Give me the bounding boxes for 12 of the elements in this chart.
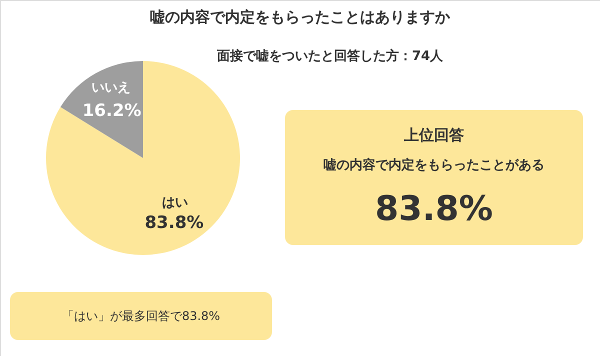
- text: 嘘の内容で内定をもらったことはありますか: [150, 8, 451, 26]
- slice-label: はい: [162, 196, 188, 211]
- text: 面接で嘘をついたと回答した方：74人: [216, 48, 444, 64]
- text: 83.8%: [375, 189, 493, 229]
- data-label: 16.2%: [82, 101, 142, 122]
- text: 「はい」が最多回答で83.8%: [62, 309, 220, 323]
- slice-label: いいえ: [91, 80, 130, 96]
- data-label: 83.8%: [144, 212, 204, 233]
- pie-slice: [60, 61, 143, 158]
- text: 嘘の内容で内定をもらったことがある: [324, 157, 544, 173]
- text: 上位回答: [403, 126, 464, 144]
- pie-slice: [46, 61, 240, 255]
